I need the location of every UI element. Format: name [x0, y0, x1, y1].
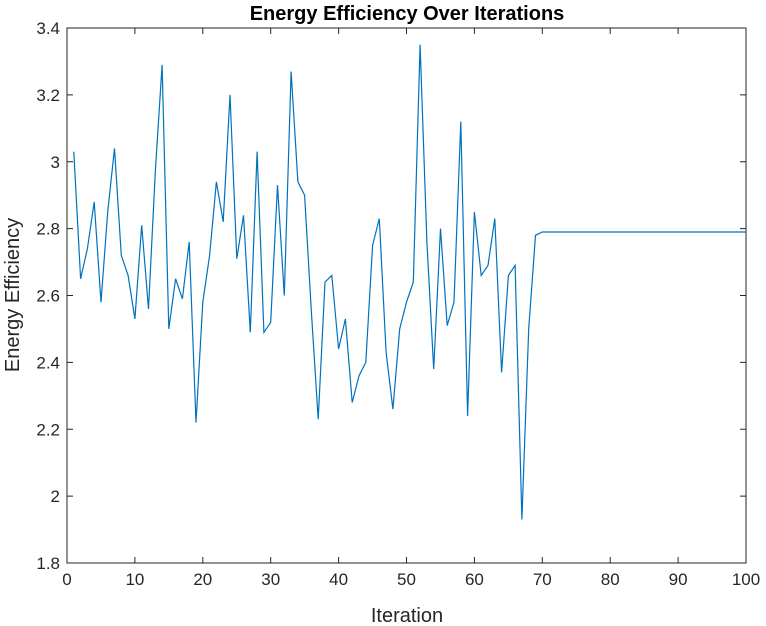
y-tick-label: 1.8 [36, 554, 60, 573]
y-axis-label: Energy Efficiency [2, 218, 24, 372]
y-tick-label: 2 [51, 487, 60, 506]
x-tick-label: 90 [669, 570, 688, 589]
x-tick-label: 100 [732, 570, 760, 589]
x-tick-label: 30 [261, 570, 280, 589]
x-tick-label: 50 [397, 570, 416, 589]
x-tick-label: 20 [193, 570, 212, 589]
x-axis-label: Iteration [371, 605, 443, 626]
x-tick-label: 60 [465, 570, 484, 589]
chart-title: Energy Efficiency Over Iterations [250, 3, 565, 25]
y-tick-label: 3.2 [36, 86, 60, 105]
y-tick-label: 2.4 [36, 353, 60, 372]
y-axis: 1.8 2 2.2 2.4 2.6 2.8 3 3.2 3.4 [36, 19, 746, 573]
x-tick-label: 0 [62, 570, 71, 589]
x-tick-label: 10 [125, 570, 144, 589]
x-tick-label: 40 [329, 570, 348, 589]
y-tick-label: 3 [51, 153, 60, 172]
y-tick-label: 3.4 [36, 19, 60, 38]
y-tick-label: 2.2 [36, 420, 60, 439]
series-line [73, 44, 746, 520]
y-tick-label: 2.6 [36, 287, 60, 306]
x-axis: 0 10 20 30 40 50 60 70 80 90 100 [62, 28, 760, 589]
x-tick-label: 80 [601, 570, 620, 589]
x-tick-label: 70 [533, 570, 552, 589]
y-tick-label: 2.8 [36, 220, 60, 239]
plot-area [66, 27, 747, 564]
